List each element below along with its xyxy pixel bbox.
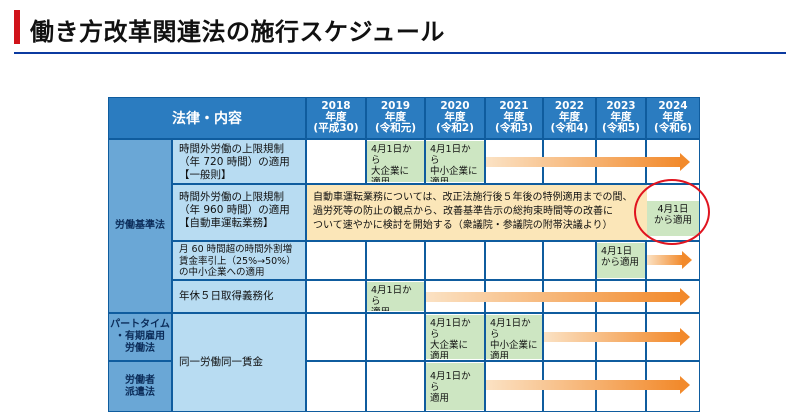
era-label: (令和3) (495, 122, 533, 134)
year-number: 2020 (440, 100, 470, 112)
header-year-2021: 2021 年度 (令和3) (486, 98, 542, 138)
box-leave-apply: 4月1日から 適用 (367, 282, 424, 311)
era-label: (令和6) (654, 122, 692, 134)
arrow-pt (544, 332, 681, 342)
highlight-circle (634, 179, 710, 245)
header-year-2019: 2019 年度 (令和元) (367, 98, 424, 138)
year-label: 年度 (444, 111, 466, 123)
grid-line (424, 140, 426, 411)
grid-line (484, 140, 486, 411)
box-premium-apply: 4月1日 から適用 (597, 243, 645, 278)
year-number: 2023 (606, 100, 636, 112)
year-label: 年度 (385, 111, 406, 123)
item-premium-rate: 月 60 時間超の時間外割増 賃金率引上（25%→50%） の中小企業への適用 (173, 242, 305, 279)
schedule-table: 法律・内容 2018 年度 (平成30) 2019 年度 (令和元) 2020 … (108, 97, 700, 412)
arrow-head-icon (680, 376, 690, 394)
arrow-head-icon (680, 288, 690, 306)
category-labor-standards: 労働基準法 (109, 140, 171, 312)
year-number: 2019 (380, 100, 411, 112)
year-number: 2024 (658, 100, 688, 112)
header-year-2023: 2023 年度 (令和5) (597, 98, 645, 138)
arrow-head-icon (680, 328, 690, 346)
arrow-leave (426, 292, 681, 302)
arrow-premium (647, 255, 683, 265)
header-law-content: 法律・内容 (109, 98, 305, 138)
year-label: 年度 (503, 111, 525, 123)
item-paid-leave: 年休５日取得義務化 (173, 281, 305, 312)
box-pt-large: 4月1日から 大企業に 適用 (426, 315, 484, 359)
grid-line (365, 140, 367, 411)
header-year-2020: 2020 年度 (令和2) (426, 98, 484, 138)
arrow-dispatch (486, 380, 681, 390)
item-overtime-driving: 時間外労働の上限規制 （年 960 時間）の適用 【自動車運転業務】 (173, 185, 305, 240)
grid-line (595, 140, 597, 411)
header-year-2024: 2024 年度 (令和6) (647, 98, 699, 138)
box-driving-note: 自動車運転業務については、改正法施行後５年後の特例適用までの間、 過労死等の防止… (307, 185, 647, 240)
item-equal-pay: 同一労働同一賃金 (173, 314, 305, 411)
box-pt-sme: 4月1日から 中小企業に 適用 (486, 315, 542, 359)
year-number: 2018 (321, 100, 351, 112)
title-accent-bar (14, 10, 20, 44)
box-dispatch-apply: 4月1日から 適用 (426, 363, 484, 410)
arrow-general (486, 157, 681, 167)
item-overtime-general: 時間外労働の上限規制 （年 720 時間）の適用 【一般則】 (173, 140, 305, 183)
era-label: (平成30) (313, 122, 359, 134)
title-underline (14, 52, 786, 54)
grid-line (542, 140, 544, 411)
era-label: (令和2) (436, 122, 474, 134)
header-year-2018: 2018 年度 (平成30) (307, 98, 365, 138)
page-title: 働き方改革関連法の施行スケジュール (30, 18, 445, 46)
year-label: 年度 (325, 111, 347, 123)
arrow-head-icon (682, 251, 692, 269)
year-number: 2022 (554, 100, 585, 112)
category-dispatch: 労働者 派遣法 (109, 362, 171, 411)
year-label: 年度 (610, 111, 632, 123)
year-number: 2021 (499, 100, 529, 112)
header-year-2022: 2022 年度 (令和4) (544, 98, 595, 138)
year-label: 年度 (662, 111, 684, 123)
arrow-head-icon (680, 153, 690, 171)
box-general-large: 4月1日から 大企業に 適用 (367, 141, 424, 182)
category-part-time: パートタイム ・有期雇用 労働法 (109, 314, 171, 360)
year-label: 年度 (559, 111, 580, 123)
grid-line (645, 140, 647, 411)
era-label: (令和元) (374, 122, 417, 134)
era-label: (令和5) (602, 122, 640, 134)
box-general-sme: 4月1日から 中小企業に 適用 (426, 141, 484, 182)
era-label: (令和4) (550, 122, 589, 134)
